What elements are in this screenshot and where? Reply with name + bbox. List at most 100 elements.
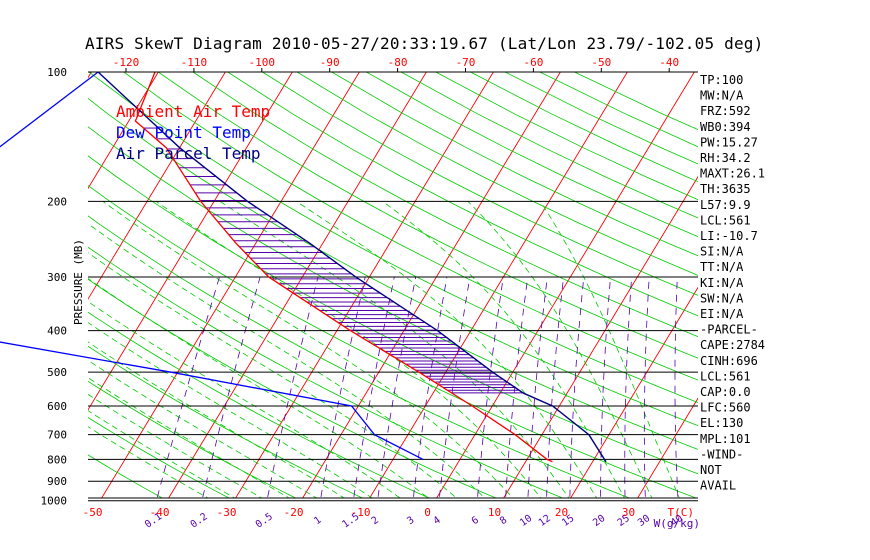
dry-adiabat-line [262,72,698,296]
mixing-ratio-label: 4 [432,515,443,527]
mixing-ratio-line [412,277,448,498]
bottom-temp-tick-label: 20 [555,506,568,519]
top-temp-tick-label: -40 [659,56,679,69]
pressure-tick-label: 400 [47,325,67,338]
isotherm-line [302,72,561,498]
mixing-ratio-line [600,277,611,498]
pressure-tick-label: 200 [47,195,67,208]
legend-entry: Air Parcel Temp [116,144,261,163]
stat-item: LI:-10.7 [700,229,758,243]
dry-adiabat-line [366,72,698,238]
stat-item: MPL:101 [700,432,751,446]
dry-adiabat-line [88,311,430,498]
dry-adiabat-line [88,215,631,498]
moist-adiabat-line [296,201,598,498]
dry-adiabat-line [192,72,698,338]
stat-item: FRZ:592 [700,104,751,118]
isotherm-line [88,72,226,300]
mixing-ratio-line [674,277,679,498]
moist-adiabat-line [88,223,486,498]
stat-item: KI:N/A [700,276,744,290]
chart-title: AIRS SkewT Diagram 2010-05-27/20:33:19.6… [85,34,764,53]
legend-entry: Dew Point Temp [116,123,251,142]
dry-adiabat-line [123,72,698,381]
stat-item: LCL:561 [700,369,751,383]
isotherm-line [0,52,36,509]
mixing-ratio-line [624,277,632,498]
stat-item: PW:15.27 [700,135,758,149]
dry-adiabat-line [88,185,698,498]
moist-adiabat-line [155,201,542,498]
bottom-temp-tick-label: -40 [150,506,170,519]
pressure-tick-label: 700 [47,429,67,442]
top-temp-tick-label: -90 [320,56,340,69]
plot-area [0,52,870,509]
mixing-ratio-line [569,277,585,498]
stat-item: TT:N/A [700,260,744,274]
mixing-ratio-label: 20 [591,513,607,529]
pressure-tick-label: 800 [47,453,67,466]
mixing-ratio-label: 6 [470,515,481,527]
dry-adiabat-line [88,126,698,450]
mixing-ratio-label: 10 [518,513,534,529]
moist-adiabat-line [88,359,318,498]
isotherm-line [765,52,870,509]
dry-adiabat-line [88,246,564,498]
bottom-temp-tick-label: -30 [217,506,237,519]
top-temp-tick-label: -100 [249,56,276,69]
mixing-ratio-line [353,277,395,498]
dewpoint-profile [0,71,424,460]
isotherm-line [369,72,628,498]
mixing-ratio-label: 8 [498,515,509,527]
ambient-temp-profile [134,71,553,463]
isotherm-line [88,72,293,411]
mixing-ratio-label: 1 [312,515,323,527]
isotherm-line [168,72,427,498]
stat-item: EL:130 [700,416,743,430]
bottom-axis-label: T(C) [668,506,695,519]
moist-adiabat-line [382,201,625,498]
mixing-ratio-label: 30 [636,513,652,529]
stat-item: -WIND- [700,447,743,461]
moist-adiabat-line [88,341,345,498]
stat-item: EI:N/A [700,307,744,321]
stat-item: CAPE:2784 [700,338,765,352]
mixing-ratio-line [320,277,366,498]
stat-item: SW:N/A [700,291,744,305]
moist-adiabat-line [88,393,263,498]
stat-item: SI:N/A [700,245,744,259]
mixing-ratio-label: 3 [405,515,416,527]
top-temp-tick-label: -120 [113,56,140,69]
mixing-ratio-label: 2 [370,515,381,527]
isotherm-line [503,175,698,498]
mixing-ratio-label: 12 [537,513,553,529]
pressure-tick-label: 900 [47,475,67,488]
moist-adiabat-line [88,277,429,498]
moist-adiabat-line [88,426,209,498]
stat-item: AVAIL [700,479,736,493]
top-temp-tick-label: -70 [456,56,476,69]
stat-item: NOT [700,463,722,477]
stat-item: RH:34.2 [700,151,751,165]
isotherm-line [235,72,494,498]
dry-adiabat-line [88,72,698,403]
mixing-ratio-line [156,276,220,498]
stat-item: CAP:0.0 [700,385,751,399]
mixing-ratio-unit-label: W(g/kg) [654,517,700,530]
pressure-tick-label: 100 [47,66,67,79]
pressure-tick-label: 600 [47,400,67,413]
bottom-temp-tick-label: 10 [488,506,501,519]
top-temp-tick-label: -60 [523,56,543,69]
isotherm-line [88,72,159,190]
stat-item: -PARCEL- [700,323,758,337]
mixing-ratio-line [477,277,504,498]
top-temp-tick-label: -80 [388,56,408,69]
isotherm-line [637,397,698,498]
stat-item: L57:9.9 [700,198,751,212]
bottom-temp-tick-label: 30 [622,506,635,519]
stat-item: TP:100 [700,73,743,87]
mixing-ratio-line [643,277,650,498]
stat-item: TH:3635 [700,182,751,196]
dry-adiabat-line [331,72,698,257]
mixing-ratio-line [377,277,417,498]
